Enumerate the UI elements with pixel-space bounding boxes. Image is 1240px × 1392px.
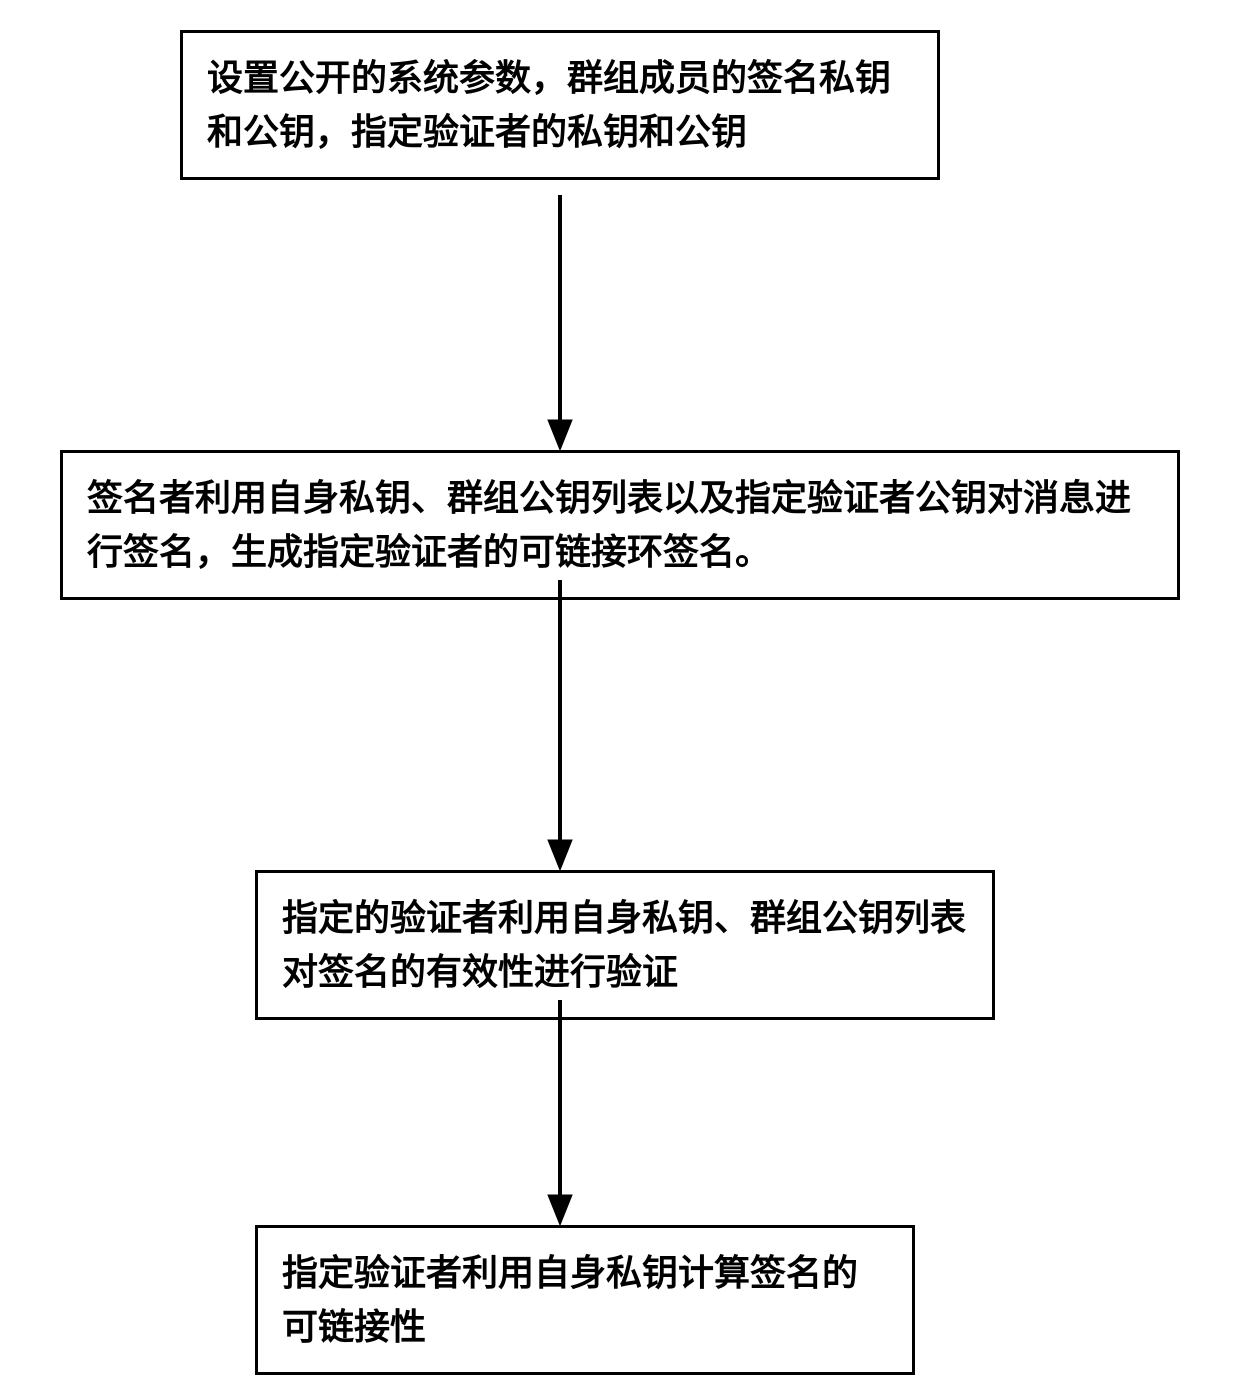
flowchart-node-sign: 签名者利用自身私钥、群组公钥列表以及指定验证者公钥对消息进行签名，生成指定验证者… [60, 450, 1180, 600]
arrow-2 [545, 580, 575, 875]
node-text: 设置公开的系统参数，群组成员的签名私钥和公钥，指定验证者的私钥和公钥 [207, 58, 891, 152]
arrow-3 [545, 1000, 575, 1230]
node-text: 指定验证者利用自身私钥计算签名的可链接性 [282, 1253, 858, 1347]
flowchart-node-verify: 指定的验证者利用自身私钥、群组公钥列表对签名的有效性进行验证 [255, 870, 995, 1020]
flowchart-node-setup: 设置公开的系统参数，群组成员的签名私钥和公钥，指定验证者的私钥和公钥 [180, 30, 940, 180]
flowchart-container: 设置公开的系统参数，群组成员的签名私钥和公钥，指定验证者的私钥和公钥 签名者利用… [0, 0, 1240, 1392]
flowchart-node-linkability: 指定验证者利用自身私钥计算签名的可链接性 [255, 1225, 915, 1375]
arrow-1 [545, 195, 575, 455]
node-text: 指定的验证者利用自身私钥、群组公钥列表对签名的有效性进行验证 [282, 898, 966, 992]
node-text: 签名者利用自身私钥、群组公钥列表以及指定验证者公钥对消息进行签名，生成指定验证者… [87, 478, 1131, 572]
